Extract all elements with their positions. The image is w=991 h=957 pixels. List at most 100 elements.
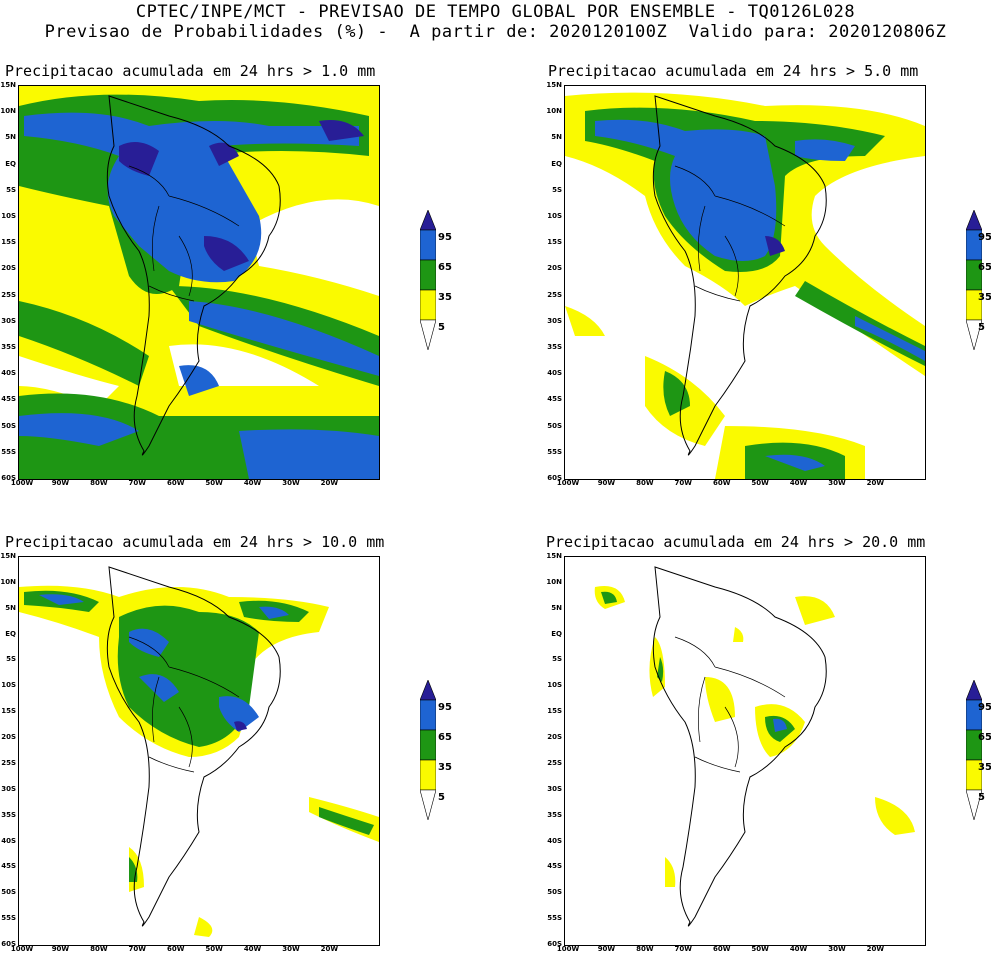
lon-tick-label: 80W <box>90 945 108 953</box>
colorbar-label-5: 5 <box>438 322 445 333</box>
lat-tick-label: 15N <box>546 81 562 89</box>
lon-tick-label: 30W <box>282 945 300 953</box>
continent-outline <box>106 566 281 927</box>
lat-tick-label: 35S <box>547 810 562 819</box>
lat-tick-label: 5N <box>5 603 16 612</box>
lat-tick-label: 10S <box>1 681 16 690</box>
lat-tick-label: 5S <box>552 185 562 194</box>
lon-tick-label: 70W <box>674 479 692 487</box>
lat-tick-label: 40S <box>1 369 16 378</box>
country-borders <box>674 636 786 773</box>
lon-tick-label: 50W <box>751 479 769 487</box>
lon-tick-label: 80W <box>636 479 654 487</box>
colorbar-label-95: 95 <box>438 702 452 713</box>
lon-tick-label: 60W <box>712 945 731 953</box>
lat-tick-label: 45S <box>547 395 562 404</box>
prob-95-area <box>765 236 785 256</box>
lon-tick-label: 40W <box>789 945 808 953</box>
lat-tick-label: 40S <box>547 369 562 378</box>
prob-95-area <box>119 120 364 271</box>
lat-tick-label: 50S <box>547 888 562 897</box>
lat-tick-label: EQ <box>5 159 16 168</box>
lat-tick-label: 55S <box>1 447 16 456</box>
figure-title-line-1: CPTEC/INPE/MCT - PREVISAO DE TEMPO GLOBA… <box>135 2 856 22</box>
lat-tick-label: 30S <box>1 316 16 325</box>
lon-tick-label: 90W <box>51 479 70 487</box>
lat-tick-label: 15N <box>546 552 562 560</box>
lat-tick-label: 50S <box>1 421 16 430</box>
lat-tick-label: 20S <box>547 264 562 273</box>
lat-tick-label: 30S <box>547 784 562 793</box>
colorbar-label-65: 65 <box>438 732 452 743</box>
continent-outline <box>652 95 827 456</box>
lon-tick-label: 20W <box>866 945 885 953</box>
lon-tick-label: 80W <box>636 945 654 953</box>
panel-2-title: Precipitacao acumulada em 24 hrs > 5.0 m… <box>548 62 919 80</box>
lon-tick-label: 70W <box>674 945 692 953</box>
lat-tick-label: 60S <box>1 940 16 948</box>
lat-tick-label: 10N <box>546 107 562 116</box>
lat-tick-label: 45S <box>547 862 562 871</box>
lat-tick-label: 35S <box>1 343 16 351</box>
colorbar-label-35: 35 <box>438 292 452 303</box>
lat-tick-label: 35S <box>547 343 562 351</box>
colorbar-label-5: 5 <box>438 792 445 803</box>
colorbar-2: 95 65 35 5 <box>965 209 991 354</box>
lon-tick-label: 90W <box>597 479 616 487</box>
lat-tick-label: EQ <box>551 629 562 638</box>
panel-3-title: Precipitacao acumulada em 24 hrs > 10.0 … <box>5 533 385 551</box>
lat-tick-label: EQ <box>551 159 562 168</box>
panel-2-map <box>564 85 926 480</box>
lon-tick-label: 60W <box>712 479 731 487</box>
prob-95-area <box>234 721 247 731</box>
lon-tick-label: 80W <box>90 479 108 487</box>
lat-tick-label: 60S <box>547 940 562 948</box>
prob-65-area <box>773 718 787 732</box>
lon-tick-label: 100W <box>10 945 34 953</box>
panel-1-title: Precipitacao acumulada em 24 hrs > 1.0 m… <box>5 62 376 80</box>
lat-tick-label: 25S <box>547 290 562 299</box>
lon-tick-label: 50W <box>205 479 223 487</box>
colorbar-label-95: 95 <box>438 232 452 243</box>
lat-tick-label: 20S <box>1 733 16 742</box>
colorbar-label-65: 65 <box>978 262 991 273</box>
colorbar-1: 95 65 35 5 <box>419 209 452 354</box>
continent-outline <box>652 566 827 927</box>
lat-tick-label: 45S <box>1 862 16 871</box>
lon-tick-label: 100W <box>10 479 34 487</box>
lat-tick-label: 5N <box>551 133 562 142</box>
lat-tick-label: 25S <box>1 290 16 299</box>
prob-5-area <box>594 586 915 887</box>
lat-tick-label: 30S <box>547 316 562 325</box>
lon-tick-label: 30W <box>282 479 300 487</box>
lon-tick-label: 50W <box>751 945 769 953</box>
lat-tick-label: 10N <box>0 577 16 586</box>
lon-tick-label: 20W <box>320 479 339 487</box>
lat-tick-label: 15N <box>0 552 16 560</box>
lat-tick-label: 5S <box>6 185 16 194</box>
lat-tick-label: 45S <box>1 395 16 404</box>
lat-tick-label: 10S <box>1 212 16 220</box>
lat-tick-label: 5N <box>5 133 16 142</box>
lon-tick-label: 60W <box>166 945 185 953</box>
lat-tick-label: 55S <box>547 447 562 456</box>
panel-1-map <box>18 85 380 480</box>
lat-tick-label: 60S <box>547 474 562 482</box>
prob-65-area <box>39 594 289 732</box>
colorbar-label-35: 35 <box>438 762 452 773</box>
colorbar-label-65: 65 <box>438 262 452 273</box>
lon-tick-label: 40W <box>789 479 808 487</box>
lon-tick-label: 70W <box>128 945 146 953</box>
colorbar-label-95: 95 <box>978 702 991 713</box>
lat-tick-label: 40S <box>547 836 562 845</box>
lon-tick-label: 100W <box>556 479 580 487</box>
panel-3-map <box>18 556 380 946</box>
lat-tick-label: 5S <box>552 655 562 664</box>
lat-tick-label: EQ <box>5 629 16 638</box>
lat-tick-label: 25S <box>547 758 562 767</box>
lon-tick-label: 20W <box>866 479 885 487</box>
lon-tick-label: 40W <box>243 945 262 953</box>
colorbar-label-5: 5 <box>978 792 985 803</box>
colorbar-label-5: 5 <box>978 322 985 333</box>
lon-tick-label: 90W <box>597 945 616 953</box>
